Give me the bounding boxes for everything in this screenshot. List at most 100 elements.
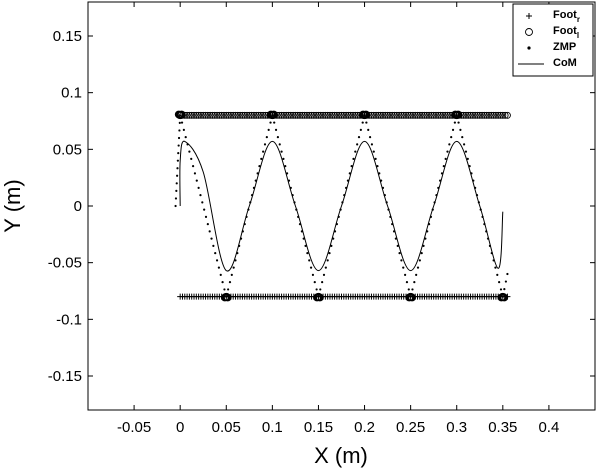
y-tick-label: -0.1 <box>56 311 82 328</box>
zmp-point <box>263 143 267 146</box>
zmp-point <box>271 114 274 117</box>
foot-l-point <box>374 111 382 119</box>
y-axis-label: Y (m) <box>0 179 25 232</box>
zmp-point <box>182 128 185 131</box>
zmp-point <box>193 172 197 175</box>
zmp-point <box>284 165 287 168</box>
zmp-point <box>365 121 368 124</box>
foot-l-point <box>278 111 286 119</box>
zmp-point <box>190 157 193 160</box>
foot-l-point <box>469 111 477 119</box>
foot-l-point <box>229 111 237 119</box>
legend-marker-plus <box>526 13 532 19</box>
zmp-point <box>376 165 379 168</box>
zmp-point <box>178 121 181 124</box>
zmp-point <box>219 273 222 277</box>
foot-l-point <box>188 111 196 119</box>
zmp-point <box>217 266 220 269</box>
legend-label: ZMP <box>553 41 576 53</box>
foot-l-point <box>471 111 479 119</box>
zmp-point <box>368 135 372 139</box>
zmp-point <box>444 157 447 160</box>
x-tick-label: 0.25 <box>396 419 425 436</box>
x-tick-label: -0.05 <box>117 419 151 436</box>
foot-l-point <box>310 111 318 119</box>
foot-l-cluster-point <box>362 110 370 119</box>
y-tick-label: -0.05 <box>48 255 82 272</box>
foot-l-point <box>474 111 481 119</box>
zmp-point <box>461 135 464 139</box>
zmp-point <box>175 189 178 192</box>
foot-l-point <box>204 111 212 119</box>
foot-l-cluster-point <box>454 110 463 119</box>
zmp-point <box>227 288 230 291</box>
foot-l-point <box>416 111 424 119</box>
foot-r-cluster-point <box>223 293 232 302</box>
zmp-point <box>494 266 497 269</box>
zmp-point <box>221 281 224 284</box>
foot-l-point <box>386 111 394 119</box>
foot-l-point <box>236 111 244 119</box>
foot-l-point <box>342 111 350 119</box>
zmp-point <box>232 266 235 269</box>
foot-l-point <box>298 111 306 119</box>
y-tick-label: 0.05 <box>53 141 82 158</box>
foot-l-point <box>190 111 198 119</box>
zmp-point <box>306 252 309 255</box>
zmp-point <box>195 179 198 182</box>
zmp-point <box>396 244 399 247</box>
foot-l-point <box>195 111 203 119</box>
foot-l-point <box>494 111 502 119</box>
zmp-point <box>276 135 279 139</box>
zmp-point <box>210 237 213 240</box>
zmp-point <box>402 266 405 269</box>
foot-l-cluster-point <box>177 110 186 119</box>
foot-l-point <box>197 111 205 119</box>
zmp-point <box>274 128 278 131</box>
series-layer <box>174 110 511 302</box>
zmp-point <box>282 157 285 160</box>
series-foot-r <box>177 292 511 302</box>
foot-l-point <box>319 111 327 119</box>
zmp-point <box>354 150 357 153</box>
foot-l-point <box>257 111 265 119</box>
zmp-point <box>400 259 403 262</box>
foot-l-point <box>476 111 484 119</box>
zmp-point <box>174 197 178 200</box>
foot-l-point <box>409 111 417 119</box>
zmp-point <box>496 273 499 277</box>
zmp-point <box>418 259 421 262</box>
legend-marker-dot <box>527 46 531 50</box>
y-tick-label: 0.1 <box>61 85 82 102</box>
foot-l-point <box>326 111 334 119</box>
foot-l-point <box>250 111 258 119</box>
zmp-point <box>269 121 272 124</box>
zmp-point <box>352 157 355 160</box>
zmp-point <box>177 136 181 140</box>
zmp-point <box>223 288 226 291</box>
zmp-point <box>176 167 179 170</box>
zmp-point <box>459 128 462 131</box>
zmp-point <box>442 165 445 168</box>
zmp-point <box>201 201 204 204</box>
legend-label: Footr <box>553 9 580 24</box>
foot-l-point <box>289 111 297 119</box>
foot-l-point <box>222 111 230 119</box>
foot-l-point <box>333 111 341 119</box>
zmp-point <box>330 244 333 247</box>
legend-marker-circle <box>525 28 533 36</box>
foot-l-point <box>305 111 313 119</box>
foot-l-point <box>432 111 440 119</box>
foot-l-point <box>199 111 207 119</box>
foot-l-point <box>441 111 449 119</box>
foot-l-point <box>280 111 288 119</box>
zmp-point <box>350 165 353 168</box>
zmp-point <box>420 252 423 255</box>
zmp-point <box>188 150 191 153</box>
zmp-point <box>499 288 503 291</box>
zmp-point <box>230 273 233 277</box>
foot-l-point <box>285 111 292 119</box>
foot-l-point <box>439 111 447 119</box>
zmp-point <box>234 259 237 262</box>
